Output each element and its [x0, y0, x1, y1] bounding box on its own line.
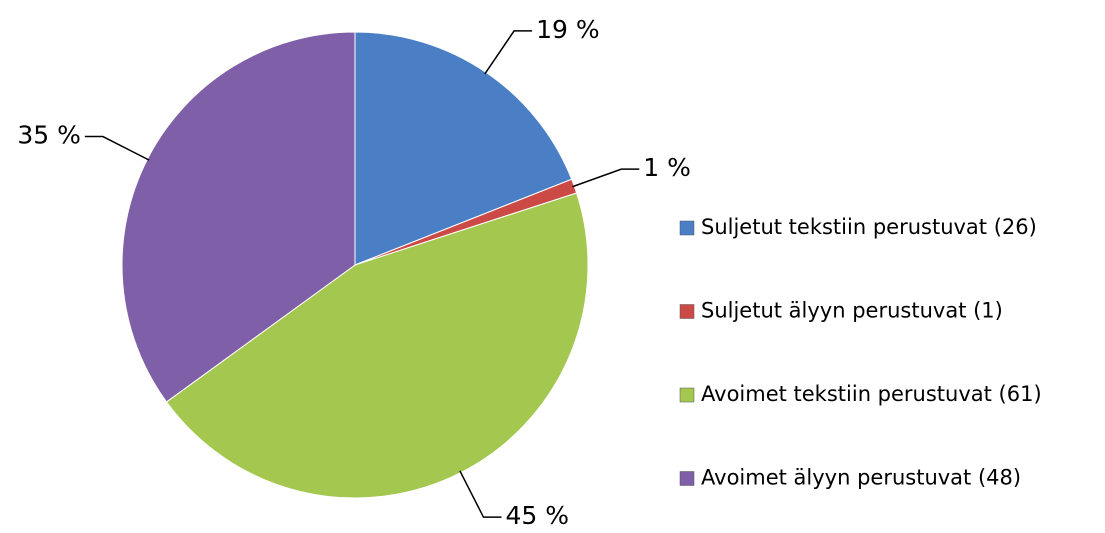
leader-line: [459, 470, 502, 518]
leader-line: [572, 168, 640, 188]
legend-label: Avoimet älyyn perustuvat (48): [701, 466, 1021, 490]
legend-label: Suljetut älyyn perustuvat (1): [701, 299, 1003, 323]
leader-line: [484, 30, 533, 75]
legend-label: Suljetut tekstiin perustuvat (26): [701, 215, 1037, 239]
legend-swatch: [679, 471, 695, 486]
legend-swatch: [679, 387, 695, 403]
legend-swatch: [679, 220, 695, 236]
legend-swatch: [679, 304, 695, 319]
data-label: 35 %: [17, 121, 81, 150]
data-label: 1 %: [643, 153, 691, 182]
legend-label: Avoimet tekstiin perustuvat (61): [701, 382, 1042, 406]
leader-line: [84, 135, 150, 161]
data-label: 19 %: [536, 15, 600, 44]
data-label: 45 %: [505, 501, 569, 530]
